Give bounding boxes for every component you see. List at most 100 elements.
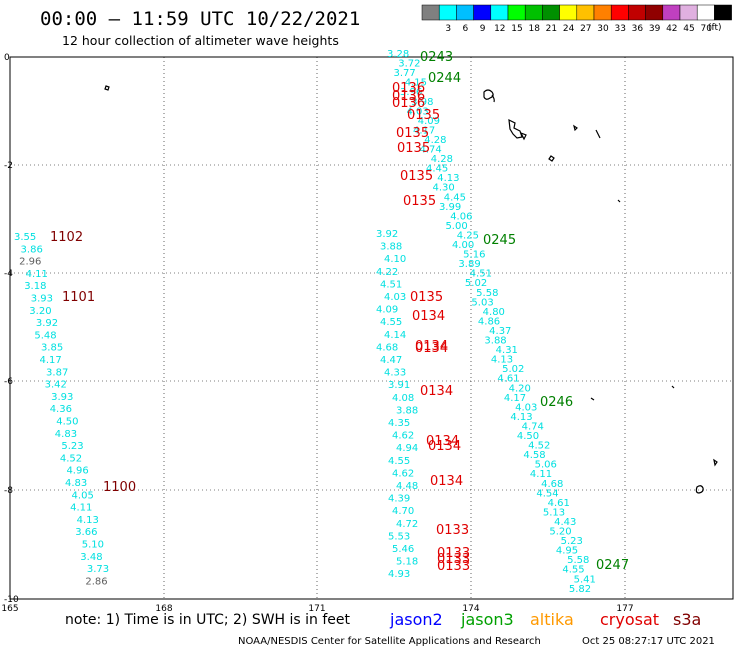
swh-value: 4.61 <box>497 374 519 385</box>
pass-time-label: 0133 <box>437 552 470 567</box>
swh-value: 3.88 <box>380 242 402 253</box>
swh-value: 4.13 <box>77 515 99 526</box>
swh-value: 4.36 <box>50 404 72 415</box>
swh-value: 4.54 <box>536 488 558 499</box>
colorbar-label: 42 <box>666 24 677 34</box>
colorbar-swatch <box>593 4 612 21</box>
swh-value: 4.17 <box>413 125 435 136</box>
colorbar-swatch <box>679 4 698 21</box>
swh-value: 5.23 <box>561 536 583 547</box>
colorbar-swatch <box>438 4 457 21</box>
swh-value: 3.89 <box>458 259 480 270</box>
pass-time-label: 0243 <box>420 50 453 65</box>
colorbar-label: 18 <box>528 24 540 34</box>
swh-value: 4.62 <box>392 431 414 442</box>
swh-value: 3.92 <box>36 318 58 329</box>
map-frame <box>9 56 734 600</box>
pass-time-label: 0134 <box>428 439 461 454</box>
swh-value: 4.37 <box>489 326 511 337</box>
swh-tracks: 3.283.723.774.153.963.984.034.094.174.28… <box>14 49 596 595</box>
swh-value: 4.20 <box>509 383 531 394</box>
swh-value: 3.96 <box>400 87 422 98</box>
swh-value: 5.02 <box>502 364 524 375</box>
colorbar-swatch <box>490 4 509 21</box>
map-title: 00:00 – 11:59 UTC 10/22/2021 <box>40 8 360 30</box>
colorbar-swatch <box>576 4 595 21</box>
swh-value: 4.55 <box>388 456 410 467</box>
swh-value: 4.52 <box>528 441 550 452</box>
swh-value: 3.42 <box>45 380 67 391</box>
swh-value: 4.13 <box>437 173 459 184</box>
swh-value: 4.06 <box>450 211 472 222</box>
colorbar-label: 9 <box>480 24 486 34</box>
swh-value: 3.93 <box>31 294 53 305</box>
swh-value: 3.88 <box>484 336 506 347</box>
lon-tick-label: 171 <box>308 604 325 614</box>
swh-value: 4.96 <box>66 466 88 477</box>
lon-tick-label: 168 <box>155 604 172 614</box>
swh-value: 4.31 <box>496 345 518 356</box>
legend-cryosat: cryosat <box>600 610 659 629</box>
swh-value: 3.85 <box>41 343 63 354</box>
lat-tick-label: -4 <box>4 269 13 279</box>
swh-value: 4.94 <box>396 443 418 454</box>
swh-value: 4.10 <box>384 254 406 265</box>
swh-value: 4.47 <box>380 355 402 366</box>
colorbar-swatch <box>559 4 578 21</box>
colorbar-label: 24 <box>563 24 575 34</box>
pass-time-label: 0135 <box>397 141 430 156</box>
pass-time-label: 0136 <box>392 96 425 111</box>
swh-value: 5.03 <box>471 297 493 308</box>
swh-value: 5.02 <box>465 278 487 289</box>
swh-value: 3.48 <box>80 552 102 563</box>
swh-value: 4.45 <box>444 192 466 203</box>
swh-value: 4.17 <box>504 393 526 404</box>
colorbar-swatch <box>524 4 543 21</box>
pass-time-label: 0136 <box>392 81 425 96</box>
colorbar-swatch <box>645 4 664 21</box>
swh-value: 3.28 <box>387 49 409 60</box>
swh-value: 3.20 <box>29 306 51 317</box>
legend-jason2: jason2 <box>389 610 443 629</box>
swh-value: 5.53 <box>388 531 410 542</box>
west-track: 3.553.862.964.113.183.933.203.925.483.85… <box>14 232 109 587</box>
swh-value: 3.66 <box>75 527 97 538</box>
island-coastlines <box>104 85 718 494</box>
swh-value: 5.46 <box>392 544 414 555</box>
pass-time-label: 0134 <box>426 434 459 449</box>
pass-time-label: 0136 <box>392 89 425 104</box>
swh-value: 4.35 <box>388 418 410 429</box>
swh-value: 4.51 <box>380 279 402 290</box>
swh-value: 4.50 <box>56 417 78 428</box>
pass-time-label: 1100 <box>103 480 136 495</box>
swh-value: 4.51 <box>470 269 492 280</box>
swh-value: 4.03 <box>384 292 406 303</box>
footer-note: note: 1) Time is in UTC; 2) SWH is in fe… <box>65 612 351 628</box>
swh-value: 3.77 <box>393 68 415 79</box>
lon-tick-label: 174 <box>462 604 479 614</box>
pass-time-label: 0135 <box>407 108 440 123</box>
swh-value: 4.86 <box>478 316 500 327</box>
swh-value: 5.06 <box>535 460 557 471</box>
swh-value: 4.83 <box>55 429 77 440</box>
swh-value: 4.45 <box>426 164 448 175</box>
swh-value: 5.18 <box>396 557 418 568</box>
colorbar-unit: (ft) <box>708 23 722 33</box>
swh-value: 4.55 <box>380 317 402 328</box>
pass-time-label: 0246 <box>540 395 573 410</box>
swh-value: 3.86 <box>21 244 43 255</box>
swh-value: 4.13 <box>491 355 513 366</box>
swh-value: 5.41 <box>574 574 596 585</box>
swh-value: 4.48 <box>396 481 418 492</box>
footer-credit: NOAA/NESDIS Center for Satellite Applica… <box>238 636 541 647</box>
swh-value: 4.22 <box>376 267 398 278</box>
swh-value: 3.93 <box>51 392 73 403</box>
swh-value: 3.87 <box>46 367 68 378</box>
colorbar-label: 36 <box>632 24 644 34</box>
swh-value: 5.13 <box>543 507 565 518</box>
swh-value: 5.16 <box>463 250 485 261</box>
colorbar-label: 12 <box>494 24 505 34</box>
pass-time-label: 0133 <box>436 523 469 538</box>
swh-value: 5.10 <box>82 540 104 551</box>
